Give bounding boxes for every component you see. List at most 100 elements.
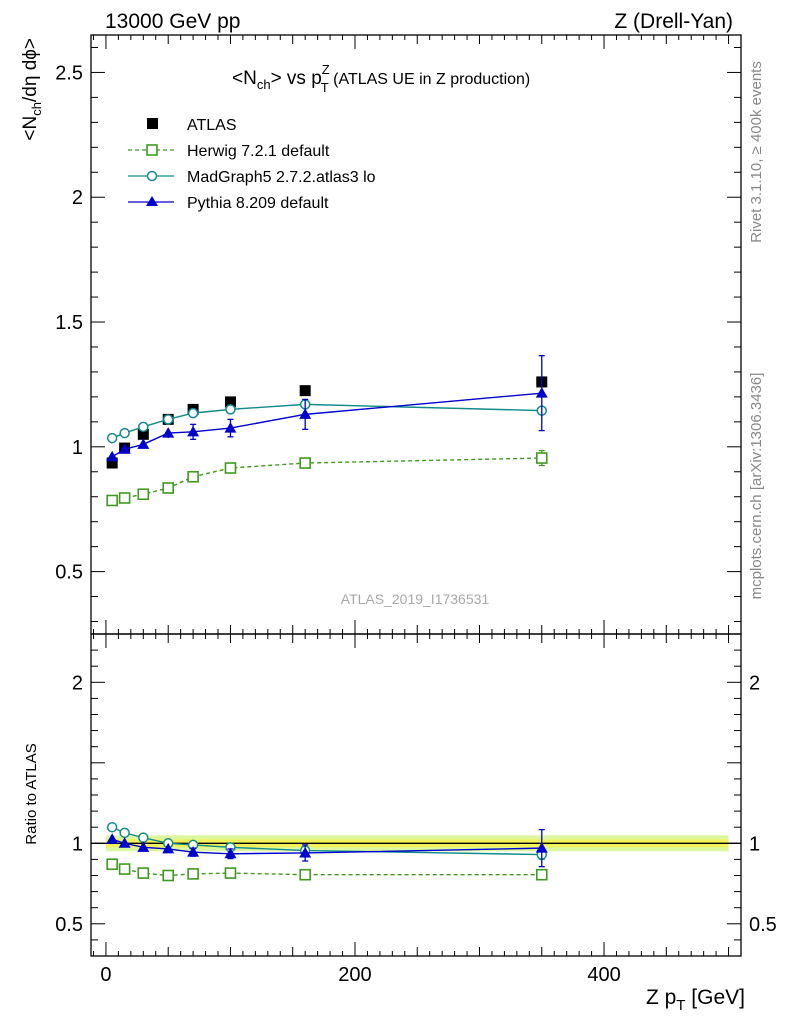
ratio-point-pythia	[162, 842, 175, 854]
ratio-point-madgraph	[106, 821, 118, 833]
legend-label-atlas: ATLAS	[187, 117, 237, 134]
x-axis-label-b: [GeV]	[685, 986, 745, 1009]
main-point-atlas	[224, 396, 236, 408]
main-line-herwig	[112, 457, 542, 502]
ratio-series-pythia	[106, 828, 548, 868]
mcplots-text: mcplots.cern.ch [arXiv:1306.3436]	[748, 373, 765, 600]
header-left: 13000 GeV pp	[105, 10, 240, 33]
ratio-point-herwig	[162, 869, 175, 882]
header-right: Z (Drell-Yan)	[614, 10, 733, 33]
ratio-point-pythia	[187, 846, 200, 857]
main-point-pythia	[187, 425, 200, 437]
ratio-ytick-label-right: 2	[749, 672, 760, 694]
y-axis-label-main-b: /dη dϕ>	[20, 38, 41, 102]
ratio-panel-series	[106, 821, 548, 882]
plot-title-tail: (ATLAS UE in Z production)	[329, 71, 531, 88]
plot-title-main-sub: ch	[257, 77, 271, 92]
main-series-atlas	[106, 376, 548, 469]
main-point-madgraph	[162, 414, 174, 425]
ratio-xtick-label: 400	[587, 964, 620, 986]
ratio-ytick-label: 1	[72, 833, 83, 855]
ratio-xtick-label: 0	[100, 964, 111, 986]
ratio-series-herwig	[106, 858, 548, 882]
legend-item-pythia: Pythia 8.209 default	[128, 195, 329, 212]
plot-title-main: <N	[232, 68, 257, 89]
plot-title-mid-sup: Z	[322, 62, 330, 77]
main-series-madgraph	[106, 399, 548, 444]
legend-item-herwig: Herwig 7.2.1 default	[128, 143, 330, 160]
plot-title: <Nch> vs pZ T (ATLAS UE in Z production)	[232, 62, 530, 95]
legend-item-atlas: ATLAS	[147, 117, 237, 134]
ratio-point-herwig	[118, 863, 131, 875]
ratio-reference-band	[91, 835, 741, 852]
analysis-watermark: ATLAS_2019_I1736531	[341, 591, 490, 607]
main-point-pythia	[162, 427, 175, 438]
main-point-madgraph	[106, 432, 118, 444]
main-ytick-label: 0.5	[55, 562, 83, 584]
legend-marker-madgraph	[146, 170, 158, 182]
main-point-madgraph	[225, 404, 236, 415]
ratio-point-pythia	[118, 837, 131, 848]
main-point-pythia	[299, 408, 312, 419]
ratio-point-herwig	[106, 858, 118, 871]
ratio-panel-axes: 0 200 400 0.5 0.5 1 1 2 2	[55, 633, 777, 986]
ratio-ytick-label-right: 0.5	[749, 914, 777, 936]
main-point-atlas	[299, 385, 311, 397]
main-ytick-label: 2.5	[55, 62, 83, 84]
ratio-line-herwig	[111, 863, 542, 877]
main-ytick-label: 2	[72, 187, 83, 209]
ratio-point-pythia	[299, 846, 312, 858]
rivet-version-text: Rivet 3.1.10, ≥ 400k events	[748, 61, 765, 243]
ratio-point-madgraph	[119, 827, 130, 839]
main-point-madgraph	[138, 421, 149, 433]
ratio-ytick-label: 0.5	[55, 914, 83, 936]
y-axis-label-main: <Nch/dη dϕ>	[20, 38, 44, 141]
main-point-atlas	[137, 428, 149, 440]
legend-label-pythia: Pythia 8.209 default	[187, 195, 329, 212]
main-point-herwig	[187, 470, 199, 483]
ratio-point-herwig	[187, 868, 199, 880]
main-point-herwig	[106, 494, 118, 507]
x-axis-label: Z pT [GeV]	[646, 986, 745, 1014]
legend-label-madgraph: MadGraph5 2.7.2.atlas3 lo	[187, 169, 376, 186]
legend-marker-herwig	[146, 144, 158, 156]
x-axis-label-a: Z p	[646, 986, 676, 1009]
main-point-madgraph	[187, 407, 199, 419]
ratio-point-pythia	[224, 847, 237, 859]
main-point-madgraph	[119, 427, 130, 439]
ratio-frame	[90, 633, 742, 957]
main-point-herwig	[224, 462, 237, 474]
ratio-xtick-label: 200	[338, 964, 371, 986]
legend-marker-atlas	[147, 118, 158, 129]
ratio-ytick-label: 2	[72, 672, 83, 694]
legend-marker-pythia	[146, 196, 158, 206]
y-axis-label-main-sub: ch	[29, 102, 44, 116]
x-axis-label-sub: T	[676, 997, 685, 1014]
main-ytick-label: 1	[72, 437, 83, 459]
main-ytick-label: 1.5	[55, 312, 83, 334]
legend: ATLAS Herwig 7.2.1 default MadGraph5 2.7…	[128, 117, 376, 212]
ratio-point-herwig	[224, 867, 237, 879]
plot-title-mid-sub: T	[321, 80, 329, 95]
main-point-herwig	[299, 457, 311, 469]
main-point-pythia	[118, 443, 131, 454]
main-point-herwig	[162, 482, 175, 494]
legend-item-madgraph: MadGraph5 2.7.2.atlas3 lo	[128, 169, 376, 186]
ratio-point-pythia	[106, 833, 119, 844]
main-line-pythia	[111, 392, 542, 458]
main-point-herwig	[118, 492, 131, 504]
ratio-point-herwig	[137, 867, 150, 879]
main-point-pythia	[535, 387, 548, 398]
plot-title-mid: > vs p	[271, 68, 322, 89]
ratio-point-pythia	[137, 841, 150, 852]
main-panel-series	[106, 355, 548, 507]
main-point-atlas	[106, 457, 118, 469]
main-point-pythia	[106, 450, 119, 462]
ratio-ytick-label-right: 1	[749, 833, 760, 855]
ratio-point-pythia	[535, 842, 548, 853]
ratio-point-herwig	[535, 868, 548, 881]
main-point-herwig	[137, 488, 150, 501]
main-series-pythia	[106, 355, 548, 462]
main-point-pythia	[137, 438, 150, 449]
